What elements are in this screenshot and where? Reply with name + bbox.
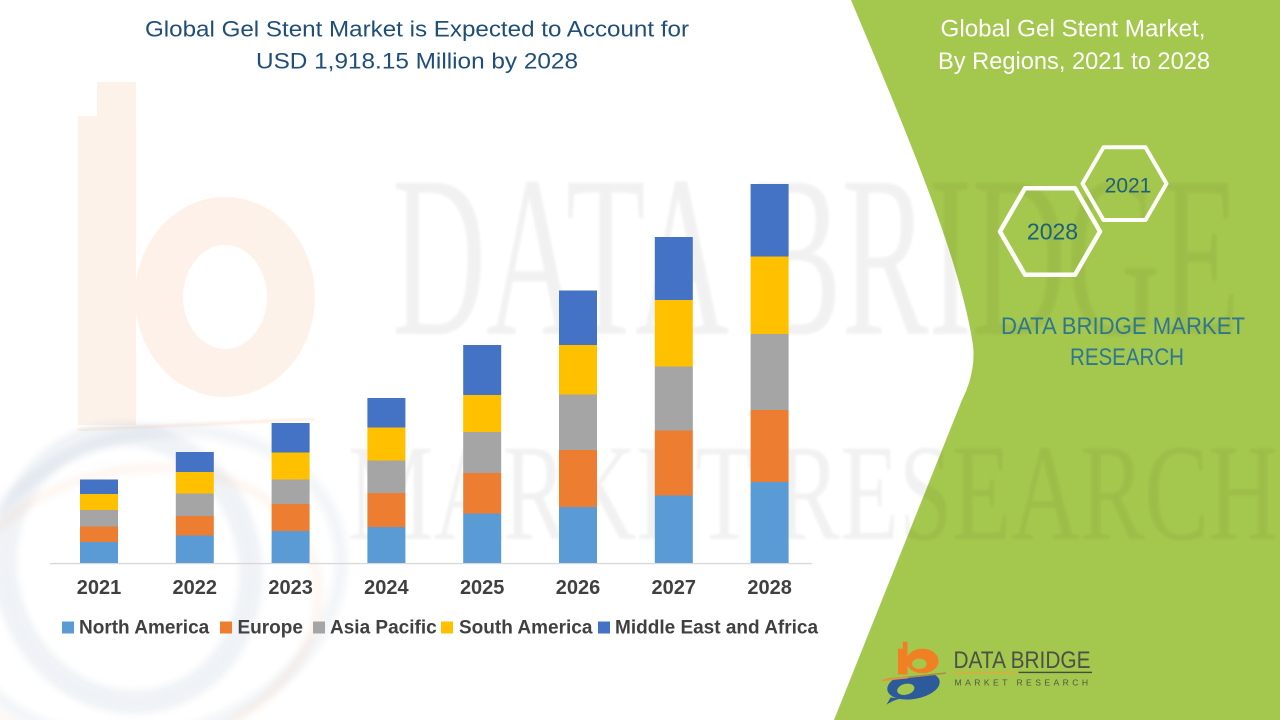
svg-text:2024: 2024 <box>364 577 409 599</box>
svg-text:DATA BRIDGE MARKET: DATA BRIDGE MARKET <box>1001 313 1245 340</box>
svg-text:2027: 2027 <box>652 577 697 599</box>
svg-text:2028: 2028 <box>1027 219 1078 245</box>
svg-text:RESEARCH: RESEARCH <box>1070 344 1184 371</box>
svg-text:Global Gel Stent Market,: Global Gel Stent Market, <box>941 16 1206 43</box>
svg-text:Europe: Europe <box>238 618 303 639</box>
svg-text:Global Gel Stent Market is Exp: Global Gel Stent Market is Expected to A… <box>145 17 689 42</box>
svg-text:Middle East and Africa: Middle East and Africa <box>615 618 818 639</box>
svg-text:2023: 2023 <box>268 577 313 599</box>
svg-text:2022: 2022 <box>173 577 218 599</box>
svg-text:2021: 2021 <box>77 577 122 599</box>
svg-text:USD 1,918.15 Million by 2028: USD 1,918.15 Million by 2028 <box>256 49 578 74</box>
svg-text:Asia Pacific: Asia Pacific <box>330 618 437 639</box>
svg-text:DATA BRIDGE: DATA BRIDGE <box>954 647 1091 674</box>
svg-text:MARKET RESEARCH: MARKET RESEARCH <box>955 678 1092 688</box>
svg-text:By Regions, 2021 to 2028: By Regions, 2021 to 2028 <box>938 48 1210 75</box>
svg-text:2028: 2028 <box>747 577 792 599</box>
svg-text:2025: 2025 <box>460 577 505 599</box>
svg-text:South America: South America <box>459 618 593 639</box>
svg-text:2021: 2021 <box>1105 175 1152 198</box>
svg-text:2026: 2026 <box>556 577 601 599</box>
svg-text:North America: North America <box>79 618 210 639</box>
